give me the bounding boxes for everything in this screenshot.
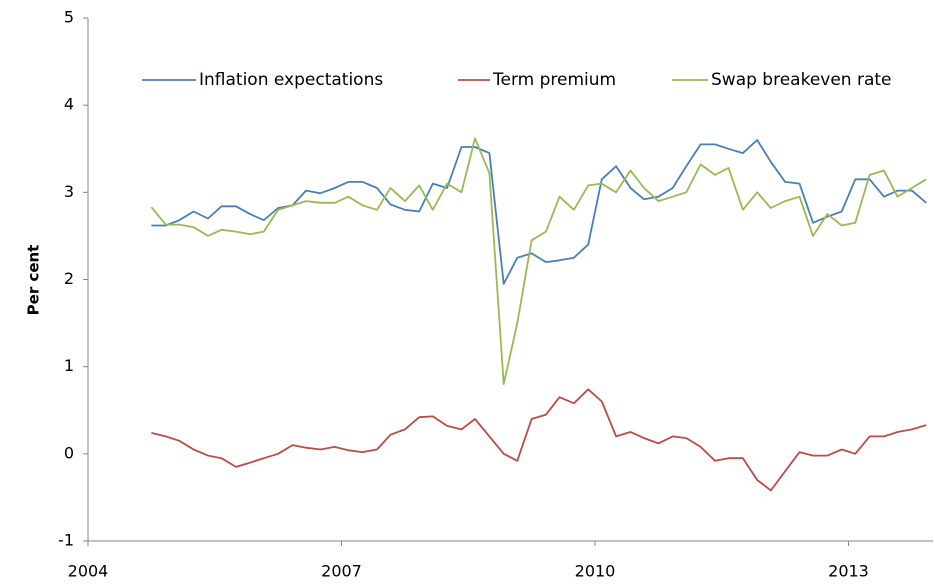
y-tick-label: 5 xyxy=(64,8,74,27)
legend-label: Term premium xyxy=(492,70,616,90)
series-line xyxy=(150,137,927,385)
y-tick-label: 2 xyxy=(64,269,74,288)
x-tick-label: 2010 xyxy=(575,562,616,581)
x-tick-label: 2013 xyxy=(828,562,869,581)
y-tick-label: 3 xyxy=(64,182,74,201)
series-line xyxy=(151,388,927,492)
legend-label: Inflation expectations xyxy=(199,70,383,90)
y-tick-label: 4 xyxy=(64,95,74,114)
legend-label: Swap breakeven rate xyxy=(711,70,892,90)
y-axis-label: Per cent xyxy=(25,245,43,316)
y-tick-label: 1 xyxy=(64,356,74,375)
series-line xyxy=(151,139,927,285)
x-tick-label: 2004 xyxy=(68,562,109,581)
x-tick-label: 2007 xyxy=(321,562,362,581)
y-tick-label: -1 xyxy=(58,531,74,550)
y-tick-label: 0 xyxy=(64,443,74,462)
